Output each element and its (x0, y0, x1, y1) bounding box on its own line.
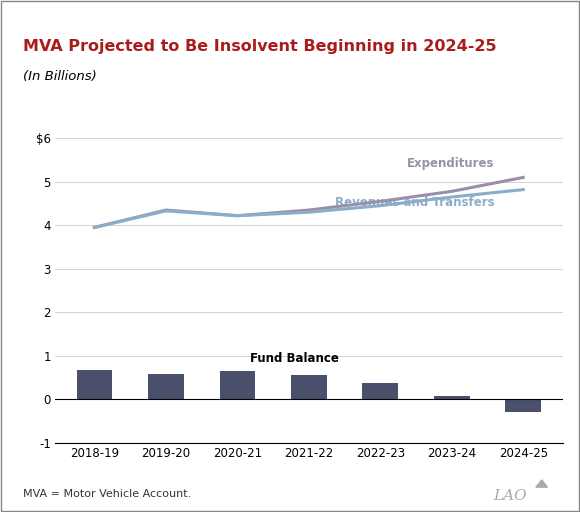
Text: Fund Balance: Fund Balance (250, 352, 339, 365)
Bar (77, 370, 113, 399)
Bar (291, 375, 327, 399)
Bar (434, 396, 470, 399)
Bar (219, 371, 255, 399)
Text: MVA Projected to Be Insolvent Beginning in 2024-25: MVA Projected to Be Insolvent Beginning … (23, 39, 497, 54)
Bar (148, 374, 184, 399)
Text: Figure 6: Figure 6 (13, 10, 81, 25)
Bar (362, 383, 398, 399)
Text: LAO: LAO (493, 489, 527, 503)
Text: MVA = Motor Vehicle Account.: MVA = Motor Vehicle Account. (23, 489, 191, 499)
Text: Revenues and Transfers: Revenues and Transfers (335, 196, 495, 209)
Text: Expenditures: Expenditures (407, 157, 495, 169)
Bar (505, 399, 541, 412)
Text: (In Billions): (In Billions) (23, 70, 97, 83)
Polygon shape (536, 480, 548, 487)
